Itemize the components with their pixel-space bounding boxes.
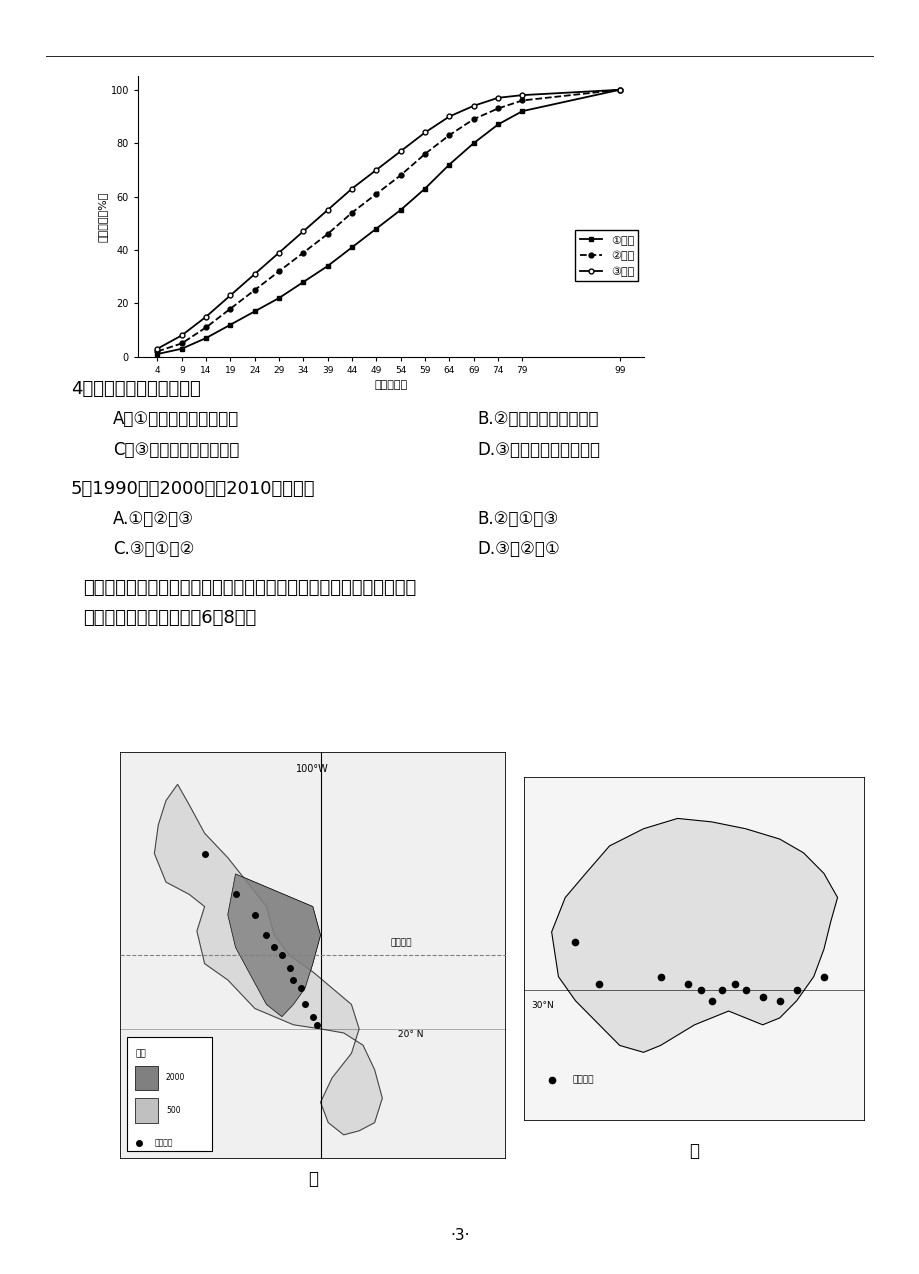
②年份 — [152, 344, 163, 359]
Bar — [135, 1065, 158, 1091]
Text: 乙: 乙 — [689, 1142, 698, 1159]
①年份 — [370, 220, 381, 236]
②年份 — [322, 227, 333, 242]
③年份 — [346, 181, 357, 196]
Line: ③年份: ③年份 — [155, 88, 621, 352]
③年份 — [224, 288, 235, 303]
③年份 — [273, 245, 284, 260]
①年份 — [176, 341, 187, 357]
Text: 主要城镇分布。读图回答6～8题。: 主要城镇分布。读图回答6～8题。 — [84, 609, 256, 627]
Text: 甲: 甲 — [308, 1170, 317, 1187]
①年份 — [152, 347, 163, 362]
①年份 — [273, 290, 284, 306]
③年份 — [249, 266, 260, 282]
②年份 — [492, 101, 503, 116]
③年份 — [419, 125, 430, 140]
Legend: ①年份, ②年份, ③年份: ①年份, ②年份, ③年份 — [574, 231, 638, 282]
Text: 4．据图可推断三个年份中: 4．据图可推断三个年份中 — [71, 380, 200, 397]
③年份 — [395, 144, 406, 159]
②年份 — [614, 82, 625, 97]
Text: 主要城镇: 主要城镇 — [572, 1075, 593, 1084]
③年份 — [468, 98, 479, 113]
Bar — [135, 1098, 158, 1122]
②年份 — [224, 301, 235, 316]
①年份 — [516, 103, 528, 118]
Text: B.②、①、③: B.②、①、③ — [476, 510, 558, 527]
③年份 — [322, 203, 333, 218]
Text: B.②年份人口死亡率最高: B.②年份人口死亡率最高 — [476, 410, 597, 428]
②年份 — [200, 320, 211, 335]
②年份 — [346, 205, 357, 220]
Text: C.③、①、②: C.③、①、② — [113, 540, 194, 558]
③年份 — [516, 88, 528, 103]
Text: 主要城市: 主要城市 — [154, 1139, 173, 1148]
Text: 30°N: 30°N — [530, 1001, 553, 1010]
③年份 — [152, 341, 163, 357]
Y-axis label: 累计比重（%）: 累计比重（%） — [97, 191, 108, 242]
Bar — [127, 1037, 212, 1152]
Polygon shape — [154, 785, 382, 1135]
①年份 — [200, 330, 211, 345]
Text: 下两图中甲图示意世界某国主要城市分布，乙图示意我国某省级行政区: 下两图中甲图示意世界某国主要城市分布，乙图示意我国某省级行政区 — [84, 578, 416, 596]
①年份 — [322, 259, 333, 274]
Text: D.③年份人口抚养比最低: D.③年份人口抚养比最低 — [476, 441, 599, 459]
②年份 — [273, 264, 284, 279]
③年份 — [200, 310, 211, 325]
③年份 — [492, 90, 503, 106]
②年份 — [176, 336, 187, 352]
Line: ①年份: ①年份 — [155, 88, 621, 357]
①年份 — [443, 157, 454, 172]
①年份 — [224, 317, 235, 333]
①年份 — [298, 274, 309, 289]
Text: ·3·: ·3· — [449, 1228, 470, 1243]
②年份 — [370, 186, 381, 201]
①年份 — [395, 203, 406, 218]
②年份 — [516, 93, 528, 108]
Text: A．①年份人口出生率最低: A．①年份人口出生率最低 — [113, 410, 239, 428]
①年份 — [249, 303, 260, 318]
Text: 100°W: 100°W — [296, 764, 329, 773]
③年份 — [298, 224, 309, 240]
②年份 — [468, 112, 479, 127]
②年份 — [298, 245, 309, 260]
Text: 北回归线: 北回归线 — [390, 939, 411, 948]
②年份 — [419, 147, 430, 162]
③年份 — [443, 108, 454, 124]
①年份 — [492, 117, 503, 132]
Text: 5．1990年、2000年和2010年依次为: 5．1990年、2000年和2010年依次为 — [71, 479, 315, 498]
①年份 — [614, 82, 625, 97]
Text: 2000: 2000 — [165, 1073, 185, 1083]
②年份 — [395, 168, 406, 183]
Text: D.③、②、①: D.③、②、① — [476, 540, 559, 558]
Line: ②年份: ②年份 — [155, 88, 621, 354]
Text: 图例: 图例 — [135, 1050, 145, 1059]
②年份 — [443, 127, 454, 143]
Polygon shape — [551, 818, 836, 1052]
③年份 — [614, 82, 625, 97]
Polygon shape — [228, 874, 320, 1017]
Text: 500: 500 — [165, 1106, 180, 1115]
Polygon shape — [228, 874, 320, 1017]
Text: 20° N: 20° N — [397, 1031, 423, 1040]
Text: C．③年份人口增长率最高: C．③年份人口增长率最高 — [113, 441, 239, 459]
③年份 — [176, 327, 187, 343]
②年份 — [249, 283, 260, 298]
①年份 — [346, 240, 357, 255]
X-axis label: 年龄（岁）: 年龄（岁） — [374, 381, 407, 390]
①年份 — [419, 181, 430, 196]
③年份 — [370, 162, 381, 177]
Text: A.①、②、③: A.①、②、③ — [113, 510, 194, 527]
①年份 — [468, 135, 479, 150]
